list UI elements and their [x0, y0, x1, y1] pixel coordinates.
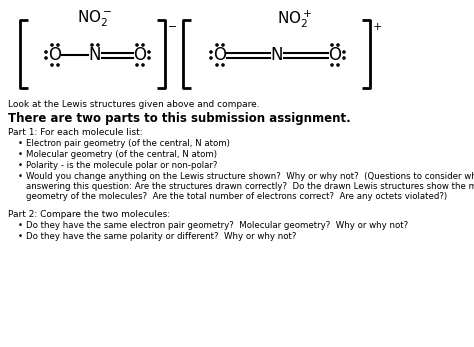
Text: •: • — [18, 150, 22, 159]
Circle shape — [142, 64, 144, 66]
Circle shape — [97, 44, 99, 46]
Circle shape — [57, 64, 59, 66]
Text: •: • — [18, 221, 22, 230]
Text: +: + — [373, 22, 383, 32]
Text: O: O — [134, 46, 146, 64]
Circle shape — [148, 51, 150, 53]
Text: •: • — [18, 161, 22, 170]
Circle shape — [343, 51, 345, 53]
Circle shape — [210, 51, 212, 53]
Text: Look at the Lewis structures given above and compare.: Look at the Lewis structures given above… — [8, 100, 260, 109]
Circle shape — [91, 44, 93, 46]
Text: −: − — [168, 22, 177, 32]
Circle shape — [331, 44, 333, 46]
Text: O: O — [48, 46, 62, 64]
Text: Do they have the same electron pair geometry?  Molecular geometry?  Why or why n: Do they have the same electron pair geom… — [26, 221, 408, 230]
Circle shape — [142, 44, 144, 46]
Text: Do they have the same polarity or different?  Why or why not?: Do they have the same polarity or differ… — [26, 232, 296, 241]
Text: geometry of the molecules?  Are the total number of electrons correct?  Are any : geometry of the molecules? Are the total… — [26, 192, 447, 201]
Text: Polarity - is the molecule polar or non-polar?: Polarity - is the molecule polar or non-… — [26, 161, 218, 170]
Text: Part 1: For each molecule list:: Part 1: For each molecule list: — [8, 128, 143, 137]
Text: O: O — [213, 46, 227, 64]
Text: N: N — [89, 46, 101, 64]
Circle shape — [216, 64, 218, 66]
Text: Would you change anything on the Lewis structure shown?  Why or why not?  (Quest: Would you change anything on the Lewis s… — [26, 172, 474, 181]
Circle shape — [222, 44, 224, 46]
Text: Part 2: Compare the two molecules:: Part 2: Compare the two molecules: — [8, 210, 170, 219]
Circle shape — [337, 44, 339, 46]
Text: •: • — [18, 172, 22, 181]
Text: Molecular geometry (of the central, N atom): Molecular geometry (of the central, N at… — [26, 150, 217, 159]
Circle shape — [136, 64, 138, 66]
Circle shape — [210, 57, 212, 59]
Text: N: N — [271, 46, 283, 64]
Text: •: • — [18, 232, 22, 241]
Circle shape — [337, 64, 339, 66]
Circle shape — [222, 64, 224, 66]
Circle shape — [45, 57, 47, 59]
Text: O: O — [328, 46, 341, 64]
Text: answering this question: Are the structures drawn correctly?  Do the drawn Lewis: answering this question: Are the structu… — [26, 182, 474, 191]
Circle shape — [57, 44, 59, 46]
Circle shape — [51, 44, 53, 46]
Circle shape — [148, 57, 150, 59]
Circle shape — [51, 64, 53, 66]
Circle shape — [343, 57, 345, 59]
Circle shape — [136, 44, 138, 46]
Circle shape — [216, 44, 218, 46]
Text: There are two parts to this submission assignment.: There are two parts to this submission a… — [8, 112, 351, 125]
Text: •: • — [18, 139, 22, 148]
Text: Electron pair geometry (of the central, N atom): Electron pair geometry (of the central, … — [26, 139, 230, 148]
Text: $\mathregular{NO_2^-}$: $\mathregular{NO_2^-}$ — [77, 8, 113, 28]
Circle shape — [45, 51, 47, 53]
Circle shape — [331, 64, 333, 66]
Text: $\mathregular{NO_2^+}$: $\mathregular{NO_2^+}$ — [277, 8, 313, 30]
